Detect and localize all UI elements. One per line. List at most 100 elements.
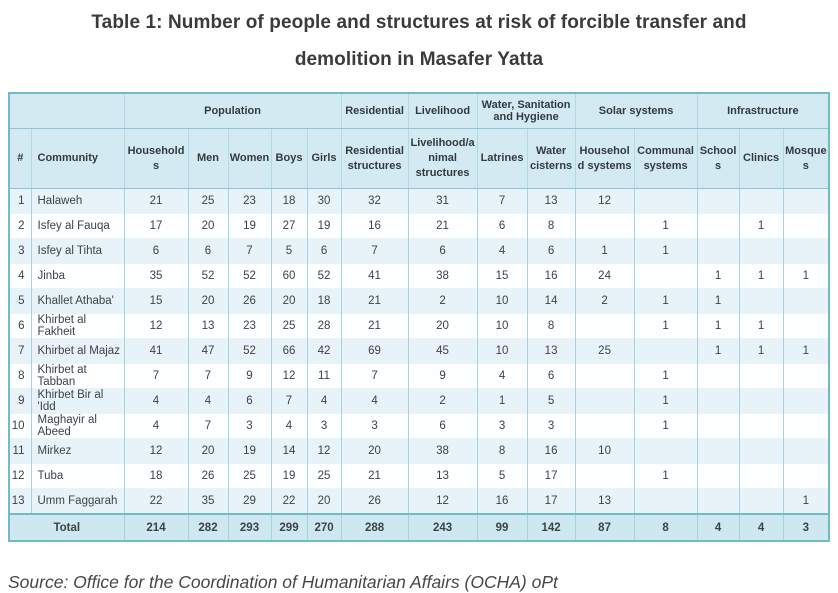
column-header-boys: Boys <box>270 128 307 189</box>
cell-women: 25 <box>227 463 271 489</box>
cell-residential-structures: 21 <box>340 288 409 314</box>
cell-men: 47 <box>187 338 228 364</box>
cell-households: 4 <box>123 413 188 439</box>
cell-livelihood-animal-structures: 38 <box>407 263 478 289</box>
cell-boys: 60 <box>270 263 307 289</box>
row-number: 4 <box>8 263 31 289</box>
total-mosques: 3 <box>782 513 830 541</box>
cell-women: 23 <box>227 313 271 339</box>
cell-water-cisterns: 13 <box>526 338 576 364</box>
cell-households: 12 <box>123 313 188 339</box>
cell-men: 20 <box>187 288 228 314</box>
cell-girls: 30 <box>306 188 342 214</box>
table-row-isfey-al-tihta: 3 Isfey al Tihta 6 6 7 5 6 7 6 4 6 1 1 <box>8 238 830 264</box>
cell-mosques <box>782 363 830 389</box>
cell-residential-structures: 7 <box>340 363 409 389</box>
cell-household-systems <box>574 213 635 239</box>
cell-men: 20 <box>187 213 228 239</box>
column-header-household-systems: Household systems <box>574 128 635 189</box>
cell-mosques: 1 <box>782 488 830 514</box>
cell-women: 19 <box>227 213 271 239</box>
cell-water-cisterns: 8 <box>526 313 576 339</box>
row-number: 9 <box>8 388 31 414</box>
total-households: 214 <box>123 513 188 541</box>
total-women: 293 <box>227 513 271 541</box>
cell-schools <box>696 363 740 389</box>
cell-household-systems <box>574 363 635 389</box>
cell-livelihood-animal-structures: 21 <box>407 213 478 239</box>
cell-girls: 42 <box>306 338 342 364</box>
row-number: 6 <box>8 313 31 339</box>
column-header-row: # Community Households Men Women Boys Girls Res… <box>8 128 830 189</box>
cell-households: 7 <box>123 363 188 389</box>
cell-water-cisterns: 5 <box>526 388 576 414</box>
cell-clinics <box>738 238 784 264</box>
cell-mosques <box>782 238 830 264</box>
cell-livelihood-animal-structures: 6 <box>407 413 478 439</box>
community-name: Khirbet at Tabban <box>30 363 124 389</box>
total-household-systems: 87 <box>574 513 635 541</box>
row-number: 12 <box>8 463 31 489</box>
cell-mosques <box>782 288 830 314</box>
cell-communal-systems: 1 <box>633 388 698 414</box>
table-title-line2: demolition in Masafer Yatta <box>294 49 544 70</box>
cell-schools: 1 <box>696 313 740 339</box>
column-header-men: Men <box>187 128 228 189</box>
total-schools: 4 <box>696 513 740 541</box>
total-men: 282 <box>187 513 228 541</box>
row-number: 1 <box>8 188 31 214</box>
cell-latrines: 7 <box>476 188 528 214</box>
cell-women: 7 <box>227 238 271 264</box>
cell-women: 29 <box>227 488 271 514</box>
column-header-clinics: Clinics <box>738 128 784 189</box>
cell-residential-structures: 7 <box>340 238 409 264</box>
community-name: Khirbet Bir al 'Idd <box>30 388 124 414</box>
row-number: 8 <box>8 363 31 389</box>
table-row-khallet-athaba: 5 Khallet Athaba' 15 20 26 20 18 21 2 10 14 2 1 1 <box>8 288 830 314</box>
cell-communal-systems: 1 <box>633 238 698 264</box>
cell-boys: 12 <box>270 363 307 389</box>
cell-clinics <box>738 463 784 489</box>
cell-households: 41 <box>123 338 188 364</box>
cell-schools: 1 <box>696 338 740 364</box>
cell-household-systems: 10 <box>574 438 635 464</box>
cell-clinics <box>738 188 784 214</box>
total-boys: 299 <box>270 513 307 541</box>
group-header-row: Population Residential Livelihood Water, Sa… <box>8 93 830 129</box>
cell-boys: 19 <box>270 463 307 489</box>
cell-household-systems <box>574 463 635 489</box>
cell-water-cisterns: 17 <box>526 463 576 489</box>
cell-girls: 52 <box>306 263 342 289</box>
cell-men: 6 <box>187 238 228 264</box>
cell-girls: 20 <box>306 488 342 514</box>
cell-women: 3 <box>227 413 271 439</box>
cell-schools <box>696 488 740 514</box>
table-row-jinba: 4 Jinba 35 52 52 60 52 41 38 15 16 24 1 1 1 <box>8 263 830 289</box>
group-header-water-sanitation-and-hygiene: Water, Sanitation and Hygiene <box>476 93 576 129</box>
column-header-water-cisterns: Water cisterns <box>526 128 576 189</box>
cell-latrines: 16 <box>476 488 528 514</box>
community-name: Tuba <box>30 463 124 489</box>
cell-household-systems <box>574 313 635 339</box>
cell-boys: 22 <box>270 488 307 514</box>
cell-women: 6 <box>227 388 271 414</box>
column-header-girls: Girls <box>306 128 342 189</box>
total-residential-structures: 288 <box>340 513 409 541</box>
cell-residential-structures: 26 <box>340 488 409 514</box>
cell-boys: 5 <box>270 238 307 264</box>
cell-mosques <box>782 188 830 214</box>
cell-water-cisterns: 16 <box>526 438 576 464</box>
cell-livelihood-animal-structures: 9 <box>407 363 478 389</box>
cell-boys: 27 <box>270 213 307 239</box>
cell-girls: 12 <box>306 438 342 464</box>
cell-communal-systems <box>633 338 698 364</box>
cell-women: 19 <box>227 438 271 464</box>
cell-clinics: 1 <box>738 213 784 239</box>
group-header-population: Population <box>123 93 342 129</box>
cell-girls: 3 <box>306 413 342 439</box>
cell-clinics: 1 <box>738 263 784 289</box>
row-number: 13 <box>8 488 31 514</box>
cell-communal-systems: 1 <box>633 213 698 239</box>
table-row-tuba: 12 Tuba 18 26 25 19 25 21 13 5 17 1 <box>8 463 830 489</box>
column-header-residential-structures: Residential structures <box>340 128 409 189</box>
